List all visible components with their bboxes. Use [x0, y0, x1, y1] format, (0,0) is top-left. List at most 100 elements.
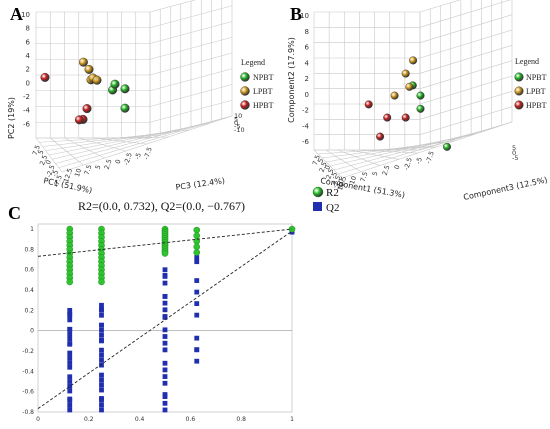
scatter-point-npbt	[120, 84, 130, 94]
panel-a-ylabel: PC2 (19%)	[7, 97, 16, 139]
q2-point	[99, 387, 104, 393]
grid-line	[92, 137, 148, 145]
q2-point	[162, 367, 168, 373]
q2-point	[194, 301, 200, 307]
q2-point	[162, 274, 168, 279]
r2-point	[193, 249, 201, 256]
x-tick-label: -5	[50, 169, 60, 178]
scatter-point-lpbt	[92, 75, 102, 85]
grid-line	[325, 149, 362, 173]
legend-label-npbt: NPBT	[526, 73, 547, 82]
y-tick-label: 0	[305, 91, 309, 99]
y-tick-label: -4	[23, 107, 31, 115]
q2-point	[67, 396, 73, 402]
r2-point	[98, 278, 105, 286]
r2-point	[193, 243, 201, 251]
q2-point	[67, 407, 73, 413]
y-tick-label: -6	[23, 120, 31, 128]
panel-b-legend: Legend NPBT LPBT HPBT	[514, 57, 547, 110]
scatter-point-lpbt	[405, 82, 414, 91]
q2-point	[162, 294, 168, 299]
scatter-point-lpbt	[390, 91, 399, 100]
q2-point	[67, 350, 73, 356]
q2-point	[99, 407, 104, 413]
panel-b-ylabel: Component2 (17.9%)	[287, 37, 296, 123]
scatter-point-npbt	[443, 142, 452, 151]
q2-point	[162, 407, 168, 413]
y-tick-label: 8	[26, 25, 30, 33]
q2-point	[162, 307, 168, 313]
z-tick-label: -5	[414, 156, 424, 165]
grid-line	[337, 149, 380, 166]
y-tick-label: -2	[302, 107, 309, 115]
x-tick-label: -2.5	[324, 168, 336, 183]
z-tick-label: 0	[393, 164, 402, 170]
y-tick-label: -0.6	[22, 389, 34, 396]
legend-label-lpbt: LPBT	[526, 87, 546, 96]
legend-label-hpbt: HPBT	[253, 101, 274, 110]
q2-point	[67, 364, 73, 370]
y-tick-label: -2	[23, 93, 30, 101]
z-tick-label: -2.5	[402, 157, 414, 172]
grid-line	[313, 149, 343, 179]
grid-line	[419, 75, 513, 105]
y-tick-label: -6	[302, 138, 310, 146]
x-tick-label: 7.5	[311, 154, 322, 166]
y-tick-label: 0	[30, 328, 34, 335]
q2-point	[162, 374, 168, 379]
q2-point	[99, 372, 104, 378]
q2-point	[99, 327, 104, 333]
scatter-point-hpbt	[82, 104, 92, 114]
q2-point	[99, 402, 104, 408]
z-tick-label: -5	[512, 154, 518, 162]
grid-line	[78, 137, 126, 152]
q2-point	[99, 312, 104, 318]
y-tick-label: 2	[26, 66, 30, 74]
x-tick-label: 0	[36, 416, 40, 423]
y-tick-label: -4	[302, 122, 310, 130]
scatter-point-npbt	[110, 79, 120, 89]
y-tick-label: 1	[30, 226, 34, 233]
y-tick-label: 0.2	[24, 307, 34, 314]
z-tick-label: -5	[133, 152, 143, 161]
grid-line	[419, 29, 513, 59]
scatter-point-lpbt	[409, 56, 418, 65]
grid-line	[419, 14, 513, 43]
y-tick-label: 10	[21, 11, 30, 19]
z-tick-label: 2.5	[103, 158, 114, 170]
grid-line	[50, 137, 84, 166]
q2-point	[99, 396, 104, 401]
q2-point	[67, 341, 73, 347]
grid-line	[149, 115, 233, 139]
grid-line	[135, 122, 211, 139]
q2-point	[67, 374, 73, 380]
z-tick-label: 2.5	[381, 164, 392, 176]
y-tick-label: 6	[26, 38, 31, 46]
panel-letter-a: A	[10, 4, 23, 24]
scatter-point-npbt	[120, 103, 130, 113]
z-tick-label: 5	[371, 170, 380, 176]
y-tick-label: 0.8	[24, 246, 34, 253]
grid-line	[341, 121, 513, 179]
y-tick-label: 2	[305, 75, 309, 83]
q2-point	[99, 377, 104, 383]
x-tick-label: -10	[335, 178, 346, 191]
x-tick-label: 0.2	[84, 416, 94, 423]
y-tick-label: -0.8	[22, 409, 34, 416]
z-tick-label: 7.5	[359, 171, 370, 183]
legend-label-r2: R2	[326, 187, 339, 199]
x-tick-label: 2.5	[318, 161, 329, 173]
y-tick-label: 8	[305, 28, 309, 36]
x-tick-label: 0	[44, 159, 53, 166]
grid-line	[349, 149, 399, 160]
grid-line	[64, 137, 105, 159]
q2-point	[99, 322, 104, 328]
scatter-point-hpbt	[376, 132, 385, 141]
x-tick-label: 2.5	[38, 154, 49, 166]
x-tick-label: -2.5	[45, 164, 57, 179]
q2-point	[162, 315, 168, 320]
x-tick-label: 0.6	[186, 416, 196, 423]
q2-point	[67, 317, 73, 323]
q2-point	[162, 267, 168, 273]
q2-point	[194, 289, 200, 295]
